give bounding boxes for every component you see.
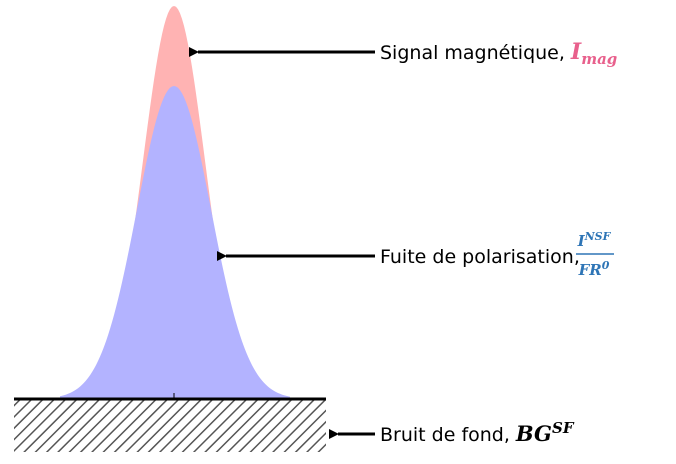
denominator: FR0: [578, 259, 610, 279]
fraction: INSF FR0: [576, 230, 614, 279]
label: Bruit de fond, BGSF: [380, 419, 575, 446]
label: Fuite de polarisation,: [380, 246, 580, 268]
background-hatch: [14, 400, 326, 452]
label: Signal magnétique, Imag: [380, 39, 617, 68]
numerator: INSF: [577, 230, 612, 250]
leakage-peak: [60, 86, 290, 399]
